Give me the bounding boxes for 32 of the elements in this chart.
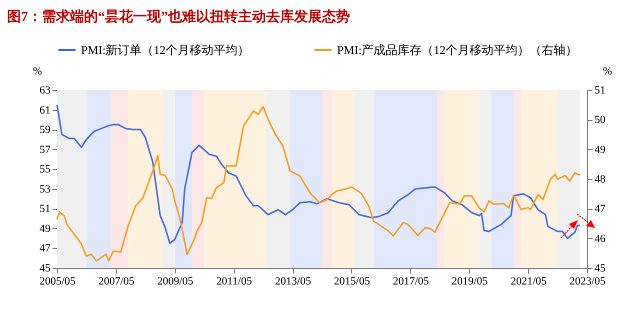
x-tick-label: 2017/05 <box>392 276 430 288</box>
x-tick-label: 2013/05 <box>275 276 312 288</box>
y2-tick-label: 47 <box>594 203 606 216</box>
y-tick-label: 57 <box>40 144 51 156</box>
legend-label: PMI:产成品库存（12个月移动平均）（右轴） <box>337 43 578 57</box>
y2-tick-label: 48 <box>594 174 606 186</box>
x-tick-label: 2023/05 <box>569 276 606 288</box>
x-tick-label: 2009/05 <box>157 276 194 288</box>
y-tick-label: 61 <box>40 104 50 116</box>
y2-tick-label: 49 <box>594 144 606 156</box>
y-tick-label: 51 <box>40 203 50 216</box>
y-axis-title: % <box>32 66 42 78</box>
y-tick-label: 63 <box>40 84 51 96</box>
y-tick-label: 47 <box>40 242 51 255</box>
y2-tick-label: 46 <box>594 232 606 245</box>
y-tick-label: 59 <box>40 124 51 136</box>
x-tick-label: 2007/05 <box>98 276 135 288</box>
y2-tick-label: 50 <box>594 114 606 126</box>
legend-label: PMI:新订单（12个月移动平均） <box>81 43 250 57</box>
x-tick-label: 2021/05 <box>510 276 548 288</box>
y2-axis-title: % <box>602 66 612 78</box>
y2-tick-label: 51 <box>594 84 606 96</box>
x-tick-label: 2015/05 <box>334 276 370 288</box>
x-tick-label: 2011/05 <box>216 276 252 288</box>
y-tick-label: 55 <box>40 164 51 176</box>
chart-title: 图7：需求端的“昙花一现”也难以扭转主动去库发展态势 <box>7 8 350 25</box>
y2-tick-label: 45 <box>594 262 606 274</box>
x-tick-label: 2005/05 <box>39 276 76 288</box>
x-tick-label: 2019/05 <box>452 276 488 288</box>
y-tick-label: 49 <box>40 222 51 235</box>
y-tick-label: 53 <box>40 183 51 196</box>
y-tick-label: 45 <box>40 262 51 274</box>
